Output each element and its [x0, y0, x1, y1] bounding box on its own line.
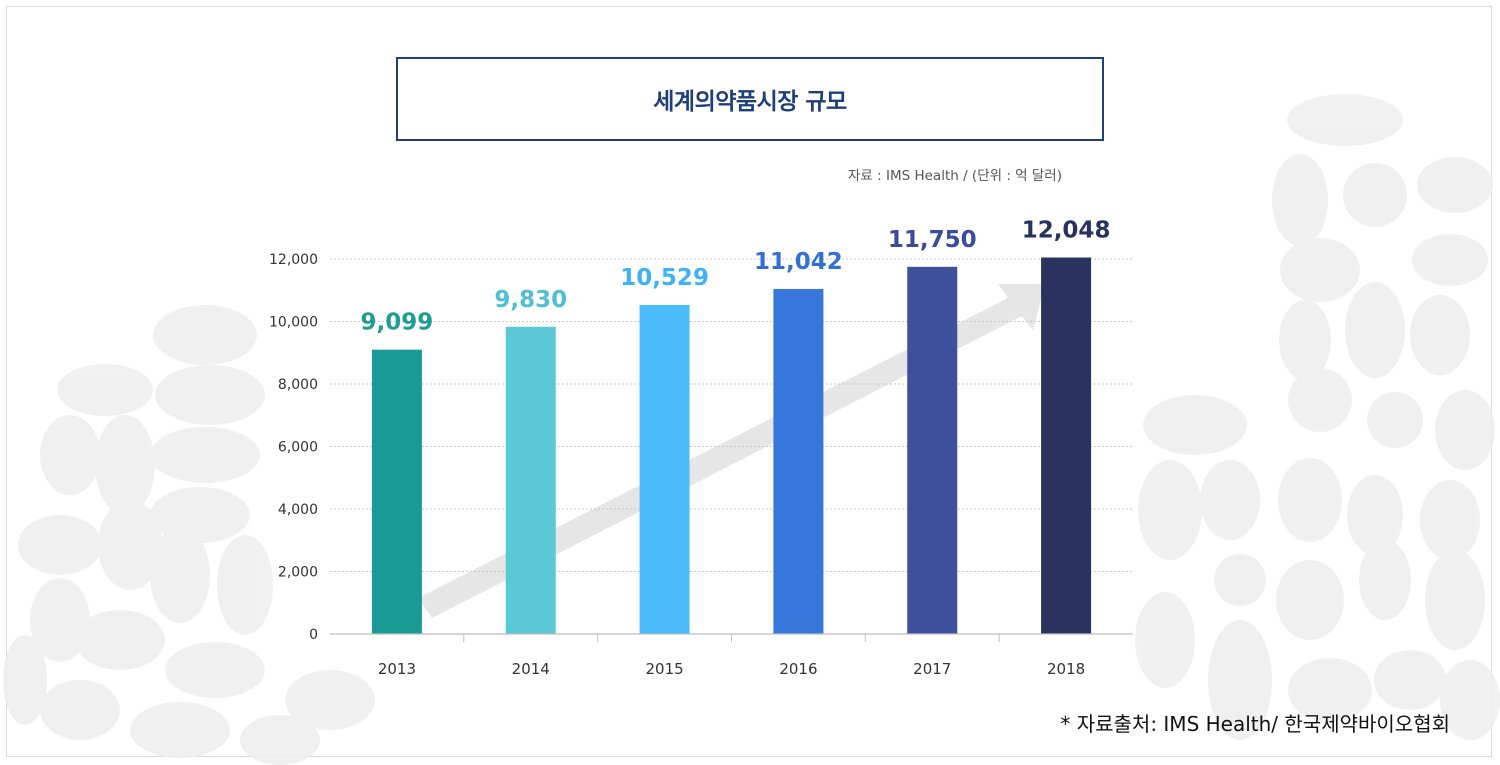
bar-2015	[639, 304, 690, 634]
y-tick-label: 6,000	[278, 440, 318, 456]
x-tick-label: 2015	[645, 660, 683, 678]
x-tick-label: 2018	[1047, 660, 1085, 678]
chart-title: 세계의약품시장 규모	[653, 89, 847, 115]
unit-source-label: 자료 : IMS Health / (단위 : 억 달러)	[848, 168, 1062, 184]
bar-2018	[1041, 257, 1092, 634]
data-label-2016: 11,042	[754, 249, 843, 275]
bar-2016	[773, 288, 824, 634]
chart-title-box: 세계의약품시장 규모	[396, 57, 1104, 141]
y-tick-label: 2,000	[278, 565, 318, 581]
bar-2017	[907, 266, 958, 634]
label-layer: 9,099 9,830 10,529 11,042 11,750 12,048	[361, 218, 1111, 336]
y-tick-label: 8,000	[278, 377, 318, 393]
data-label-2017: 11,750	[888, 227, 977, 253]
x-tick-label: 2016	[779, 660, 817, 678]
axis-layer: 0 2,000 4,000 6,000 8,000 10,000 12,000 2013 201…	[269, 252, 1133, 678]
source-footnote: * 자료출처: IMS Health/ 한국제약바이오협회	[1060, 712, 1450, 736]
bar-layer	[371, 257, 1092, 634]
y-tick-label: 10,000	[269, 315, 318, 331]
data-label-2014: 9,830	[494, 287, 567, 313]
grid-layer	[330, 258, 1133, 572]
data-label-2013: 9,099	[361, 310, 434, 336]
x-tick-label: 2017	[913, 660, 951, 678]
y-tick-label: 12,000	[269, 252, 318, 268]
slide-frame	[6, 6, 1492, 757]
bar-2013	[371, 349, 422, 634]
data-label-2018: 12,048	[1022, 218, 1111, 244]
x-tick-label: 2014	[512, 660, 550, 678]
pills-left-cluster	[3, 305, 375, 765]
pills-right-cluster	[1135, 94, 1500, 740]
y-tick-label: 0	[309, 627, 318, 643]
trend-arrow-icon	[418, 284, 1045, 618]
data-label-2015: 10,529	[620, 265, 709, 291]
bar-2014	[505, 326, 556, 634]
x-tick-label: 2013	[378, 660, 416, 678]
y-tick-label: 4,000	[278, 502, 318, 518]
